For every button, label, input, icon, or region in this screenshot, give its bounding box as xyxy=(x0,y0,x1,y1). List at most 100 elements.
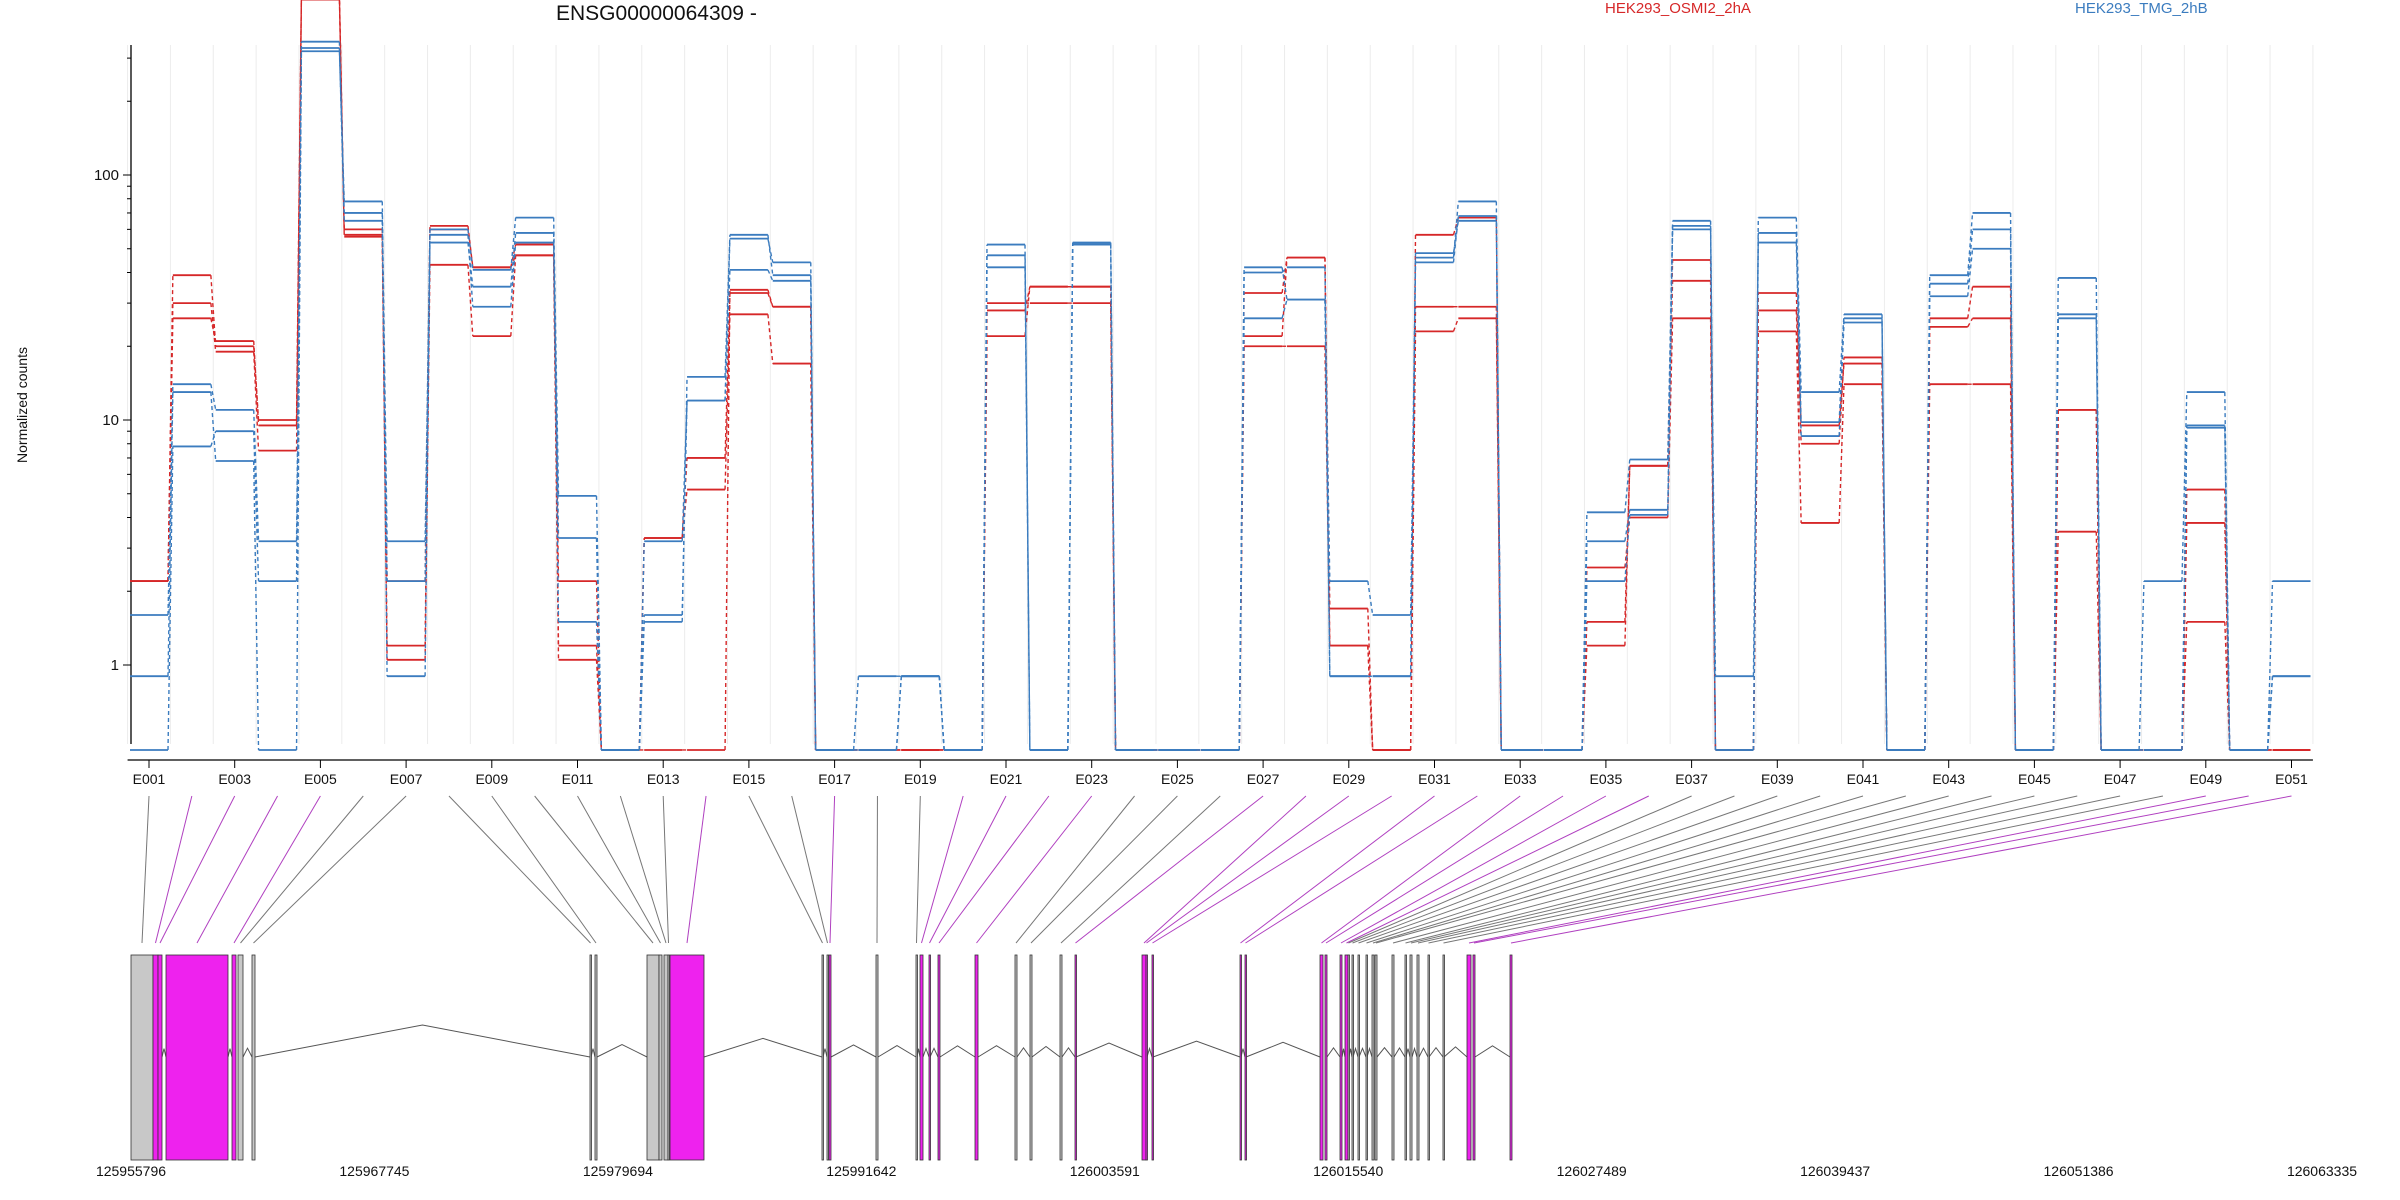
transition-line xyxy=(2095,531,2102,750)
exon-box-E006 xyxy=(237,954,244,1161)
transition-line xyxy=(1967,317,1974,328)
transition-line xyxy=(724,234,731,377)
transition-line xyxy=(2266,581,2274,750)
transition-line xyxy=(424,234,431,582)
transition-line xyxy=(2224,425,2231,750)
transition-line xyxy=(1581,581,1588,750)
transition-line xyxy=(681,376,688,622)
exon-box-E044 xyxy=(1404,954,1407,1161)
transition-line xyxy=(1409,306,1417,750)
exon-box-E017 xyxy=(828,954,832,1161)
x-tick-label: E013 xyxy=(647,771,680,787)
connector-E008 xyxy=(448,795,591,944)
intron xyxy=(1326,1046,1341,1058)
transition-line xyxy=(1795,310,1802,444)
transition-line xyxy=(1281,299,1288,319)
x-tick-label: E027 xyxy=(1247,771,1280,787)
x-tick-label: E029 xyxy=(1332,771,1365,787)
x-tick-labels: E001 E003 E005 E007 E009 E011 E013 E015 E017 E019… xyxy=(133,760,2308,787)
gene-model xyxy=(130,954,1513,1161)
exon-box-E049 xyxy=(1466,954,1472,1161)
exon-box-E013 xyxy=(667,954,670,1161)
transition-line xyxy=(895,676,902,751)
intron xyxy=(929,1047,939,1058)
intron xyxy=(254,1024,591,1058)
x-tick-label: E047 xyxy=(2104,771,2137,787)
transition-line xyxy=(595,537,603,750)
x-tick-label: E005 xyxy=(304,771,337,787)
transition-line xyxy=(1881,322,1888,750)
exon-box-E019 xyxy=(915,954,918,1161)
connector-E024 xyxy=(1015,795,1135,944)
connector-E026 xyxy=(1060,795,1221,944)
connector-E020 xyxy=(921,795,964,944)
transition-line xyxy=(1924,296,1931,750)
transition-line xyxy=(595,659,603,751)
intron xyxy=(1393,1047,1406,1058)
connector-E032 xyxy=(1245,795,1478,944)
exon-box-E041 xyxy=(1371,954,1375,1161)
x-tick-label: E007 xyxy=(390,771,423,787)
transition-line xyxy=(552,217,560,496)
connector-E009 xyxy=(491,795,597,944)
transition-line xyxy=(724,269,731,401)
exon-box-E025 xyxy=(1029,954,1033,1161)
transition-line xyxy=(1967,212,1974,276)
transition-line xyxy=(1367,608,1374,750)
transition-line xyxy=(1752,242,1760,750)
connector-E006 xyxy=(240,795,364,944)
transition-line xyxy=(767,269,774,282)
connector-E050 xyxy=(1473,795,2249,944)
x-tick-label: E041 xyxy=(1847,771,1880,787)
transition-line xyxy=(1452,215,1460,263)
x-tick-label: E003 xyxy=(218,771,251,787)
grid-lines xyxy=(127,45,2314,744)
connector-E001 xyxy=(141,795,150,944)
connector-E042 xyxy=(1375,795,1906,944)
connector-E043 xyxy=(1392,795,1949,944)
exon-box-E004 xyxy=(165,954,229,1161)
transition-line xyxy=(1838,357,1845,444)
exon-box-E026 xyxy=(1059,954,1063,1161)
exon-box-E027 xyxy=(1074,954,1077,1161)
exon-box-E037 xyxy=(1347,954,1350,1161)
transition-line xyxy=(1624,509,1631,542)
connector-E037 xyxy=(1348,795,1692,944)
transition-line xyxy=(1109,244,1117,750)
connector-E041 xyxy=(1372,795,1864,944)
intron xyxy=(1411,1046,1418,1058)
connector-E016 xyxy=(791,795,828,944)
transition-line xyxy=(2095,318,2102,750)
transition-line xyxy=(1795,331,1802,523)
x-tick-label: E045 xyxy=(2018,771,2051,787)
exon-box-E032 xyxy=(1244,954,1247,1161)
exon-box-E003 xyxy=(157,954,163,1161)
exon-box-E050 xyxy=(1472,954,1476,1161)
transition-line xyxy=(2181,425,2188,750)
transition-line xyxy=(253,351,260,451)
transition-line xyxy=(1795,242,1802,437)
intron xyxy=(1075,1042,1143,1058)
transition-line xyxy=(1967,248,1974,297)
genome-tick-label: 126003591 xyxy=(1070,1163,1140,1179)
transition-line xyxy=(1624,459,1631,513)
x-tick-label: E043 xyxy=(1932,771,1965,787)
exon-box-E001 xyxy=(130,954,154,1161)
chart-title: ENSG00000064309 - xyxy=(556,2,757,25)
transition-line xyxy=(1324,267,1331,677)
intron xyxy=(1474,1045,1511,1058)
intron xyxy=(977,1045,1016,1058)
transition-line xyxy=(2052,318,2059,750)
transition-line xyxy=(1967,286,1974,319)
connector-E015 xyxy=(748,795,823,944)
transition-line xyxy=(2181,392,2188,582)
intron xyxy=(703,1037,823,1058)
exon-box-E036 xyxy=(1344,954,1349,1161)
connector-E005 xyxy=(233,795,321,944)
transition-line xyxy=(381,212,388,677)
intron xyxy=(1152,1040,1241,1058)
transition-line xyxy=(552,232,560,622)
intron xyxy=(242,1047,253,1058)
connector-E047 xyxy=(1428,795,2121,944)
